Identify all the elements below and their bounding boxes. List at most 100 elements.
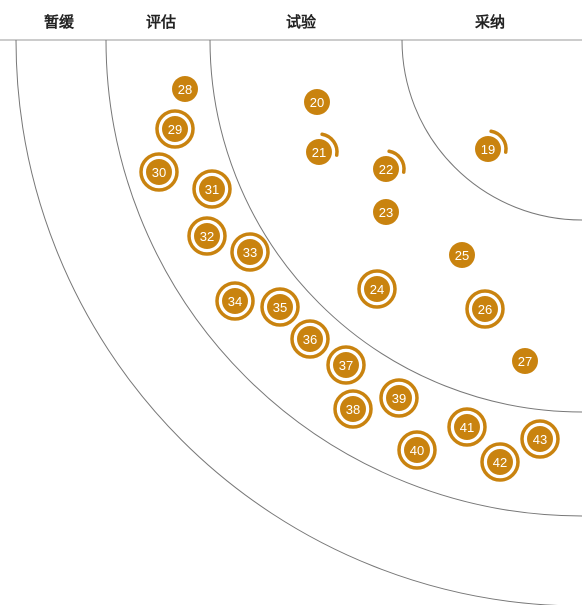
blip-dot (449, 242, 475, 268)
blip-dot (333, 352, 359, 378)
blip-35[interactable]: 35 (260, 287, 300, 327)
ring-boundary-adopt (401, 39, 582, 221)
blip-dot (472, 296, 498, 322)
blip-dot (267, 294, 293, 320)
blip-29[interactable]: 29 (155, 109, 195, 149)
ring-boundary-trial (209, 39, 582, 413)
blip-28[interactable]: 28 (172, 76, 198, 102)
ring-label-hold: 暂缓 (43, 14, 75, 31)
blip-37[interactable]: 37 (326, 345, 366, 385)
blip-dot (304, 89, 330, 115)
new-ring-marker (192, 169, 232, 209)
blip-31[interactable]: 31 (192, 169, 232, 209)
blip-number: 29 (168, 122, 182, 137)
blip-number: 26 (478, 302, 492, 317)
blip-number: 20 (310, 95, 324, 110)
blip-43[interactable]: 43 (520, 419, 560, 459)
blip-41[interactable]: 41 (447, 407, 487, 447)
blip-number: 37 (339, 358, 353, 373)
blip-number: 23 (379, 205, 393, 220)
blip-dot (512, 348, 538, 374)
blip-number: 33 (243, 245, 257, 260)
blip-30[interactable]: 30 (139, 152, 179, 192)
blip-dot (306, 139, 332, 165)
blip-dot (340, 396, 366, 422)
new-ring-marker (397, 430, 437, 470)
blip-number: 35 (273, 300, 287, 315)
blip-dot (172, 76, 198, 102)
new-ring-marker (326, 345, 366, 385)
blip-24[interactable]: 24 (357, 269, 397, 309)
blip-number: 28 (178, 82, 192, 97)
moved-arc-marker (489, 129, 508, 154)
blip-number: 38 (346, 402, 360, 417)
blip-27[interactable]: 27 (512, 348, 538, 374)
new-ring-marker (447, 407, 487, 447)
blip-number: 21 (312, 145, 326, 160)
blip-dot (404, 437, 430, 463)
blip-dot (146, 159, 172, 185)
blip-dot (487, 449, 513, 475)
new-ring-marker (333, 389, 373, 429)
blip-dot (475, 136, 501, 162)
new-ring-marker (187, 216, 227, 256)
blip-number: 19 (481, 142, 495, 157)
blip-33[interactable]: 33 (230, 232, 270, 272)
blips-layer: 19 20 21 22 23 24 25 26 27 28 29 30 31 32 33 34 35 36 37 38… (139, 76, 560, 482)
blip-dot (373, 199, 399, 225)
blip-dot (297, 326, 323, 352)
ring-label-trial: 试验 (285, 14, 317, 31)
blip-19[interactable]: 19 (475, 129, 508, 162)
blip-number: 43 (533, 432, 547, 447)
blip-dot (364, 276, 390, 302)
blip-number: 42 (493, 455, 507, 470)
blip-dot (194, 223, 220, 249)
ring-label-adopt: 采纳 (474, 14, 506, 31)
blip-dot (386, 385, 412, 411)
blip-number: 36 (303, 332, 317, 347)
blip-39[interactable]: 39 (379, 378, 419, 418)
new-ring-marker (155, 109, 195, 149)
blip-number: 39 (392, 391, 406, 406)
ring-label-assess: 评估 (145, 14, 177, 31)
new-ring-marker (465, 289, 505, 329)
ring-labels-header: 暂缓 评估 试验 采纳 (0, 0, 582, 40)
blip-dot (527, 426, 553, 452)
blip-number: 32 (200, 229, 214, 244)
blip-number: 22 (379, 162, 393, 177)
blip-dot (162, 116, 188, 142)
new-ring-marker (480, 442, 520, 482)
blip-number: 34 (228, 294, 242, 309)
blip-32[interactable]: 32 (187, 216, 227, 256)
blip-dot (237, 239, 263, 265)
blip-21[interactable]: 21 (306, 132, 339, 165)
blip-26[interactable]: 26 (465, 289, 505, 329)
new-ring-marker (520, 419, 560, 459)
new-ring-marker (139, 152, 179, 192)
blip-number: 31 (205, 182, 219, 197)
blip-number: 30 (152, 165, 166, 180)
blip-number: 41 (460, 420, 474, 435)
new-ring-marker (215, 281, 255, 321)
blip-20[interactable]: 20 (304, 89, 330, 115)
blip-number: 40 (410, 443, 424, 458)
blip-36[interactable]: 36 (290, 319, 330, 359)
ring-boundary-hold (15, 39, 560, 605)
blip-25[interactable]: 25 (449, 242, 475, 268)
moved-arc-marker (320, 132, 339, 157)
new-ring-marker (230, 232, 270, 272)
blip-23[interactable]: 23 (373, 199, 399, 225)
blip-number: 27 (518, 354, 532, 369)
moved-arc-marker (387, 149, 406, 174)
blip-40[interactable]: 40 (397, 430, 437, 470)
new-ring-marker (379, 378, 419, 418)
blip-42[interactable]: 42 (480, 442, 520, 482)
blip-22[interactable]: 22 (373, 149, 406, 182)
blip-number: 25 (455, 248, 469, 263)
blip-dot (222, 288, 248, 314)
new-ring-marker (290, 319, 330, 359)
blip-38[interactable]: 38 (333, 389, 373, 429)
blip-dot (199, 176, 225, 202)
blip-34[interactable]: 34 (215, 281, 255, 321)
